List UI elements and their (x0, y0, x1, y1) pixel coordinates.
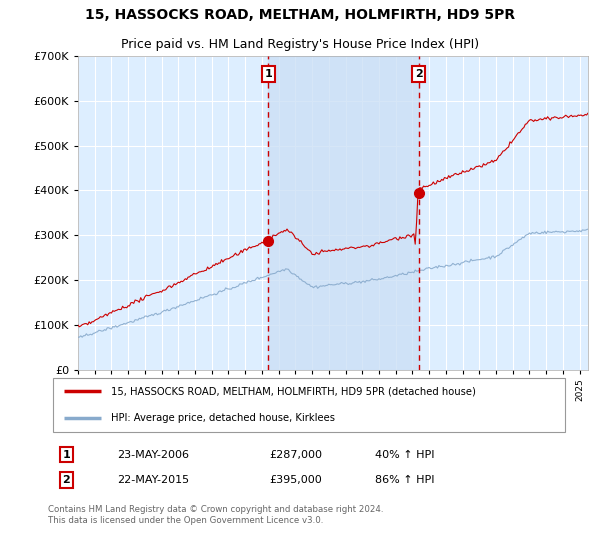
Text: 86% ↑ HPI: 86% ↑ HPI (376, 475, 435, 485)
Text: 2: 2 (415, 69, 422, 79)
Text: 1: 1 (62, 450, 70, 460)
Text: 23-MAY-2006: 23-MAY-2006 (116, 450, 188, 460)
Text: 40% ↑ HPI: 40% ↑ HPI (376, 450, 435, 460)
Text: 15, HASSOCKS ROAD, MELTHAM, HOLMFIRTH, HD9 5PR (detached house): 15, HASSOCKS ROAD, MELTHAM, HOLMFIRTH, H… (112, 386, 476, 396)
Text: 22-MAY-2015: 22-MAY-2015 (116, 475, 189, 485)
Text: Contains HM Land Registry data © Crown copyright and database right 2024.
This d: Contains HM Land Registry data © Crown c… (48, 506, 383, 525)
Text: 1: 1 (265, 69, 272, 79)
Text: 15, HASSOCKS ROAD, MELTHAM, HOLMFIRTH, HD9 5PR: 15, HASSOCKS ROAD, MELTHAM, HOLMFIRTH, H… (85, 7, 515, 21)
Bar (268, 56, 419, 370)
Text: Price paid vs. HM Land Registry's House Price Index (HPI): Price paid vs. HM Land Registry's House … (121, 38, 479, 51)
Text: £395,000: £395,000 (270, 475, 323, 485)
Text: 2: 2 (62, 475, 70, 485)
Text: £287,000: £287,000 (270, 450, 323, 460)
FancyBboxPatch shape (53, 377, 565, 432)
Text: HPI: Average price, detached house, Kirklees: HPI: Average price, detached house, Kirk… (112, 413, 335, 423)
